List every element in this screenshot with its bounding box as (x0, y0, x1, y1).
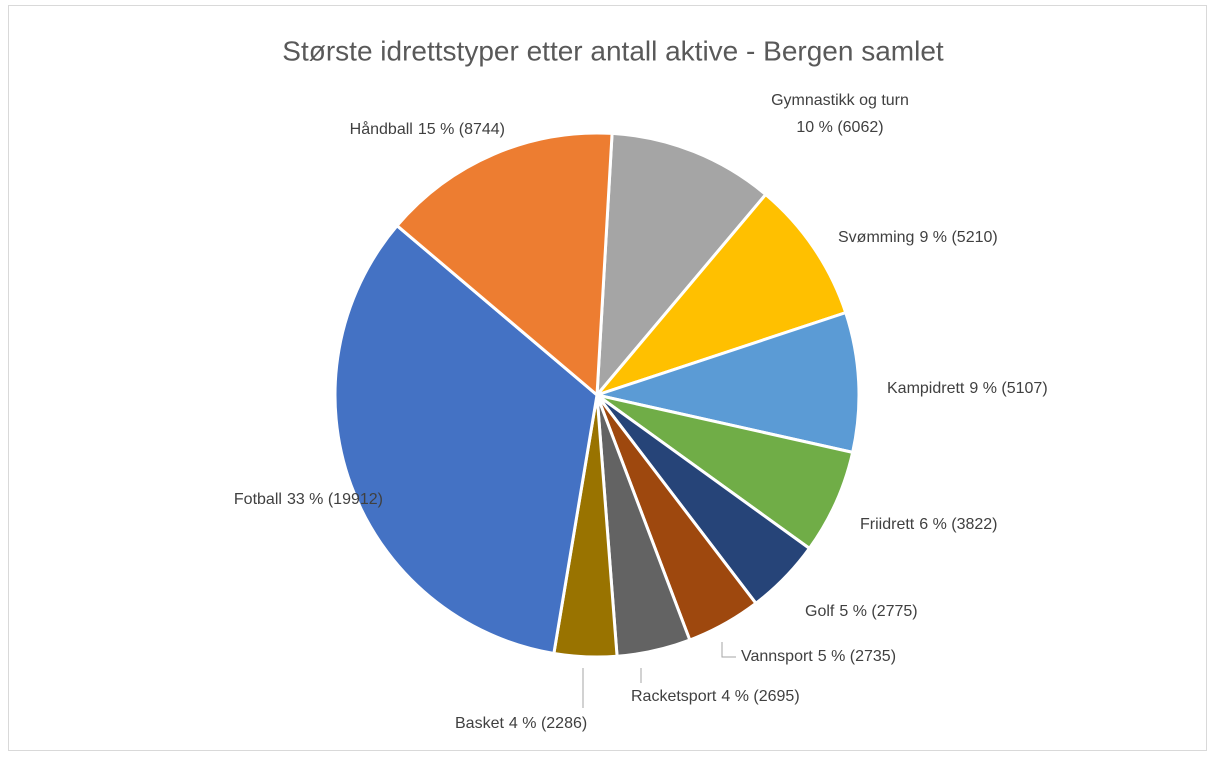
slice-label: Golf (805, 603, 835, 620)
slice-value-label: 10 % (6062) (796, 119, 883, 136)
slice-value-label: 4 % (2286) (509, 715, 587, 732)
slice-label: Racketsport (631, 688, 717, 705)
pie-slice (595, 193, 848, 397)
slice-label: Fotball (234, 491, 282, 508)
slice-label: Basket (455, 715, 504, 732)
slice-value-label: 4 % (2695) (721, 688, 799, 705)
slice-label: Gymnastikk og turn (771, 92, 909, 109)
slices (333, 131, 861, 659)
slice-label: Svømming (838, 229, 914, 246)
slice-label-group: Fotball 33 % (19912) (234, 491, 383, 508)
slice-label-group: Racketsport 4 % (2695) (631, 688, 800, 705)
chart-title: Største idrettstyper etter antall aktive… (282, 35, 944, 66)
slice-value-label: 9 % (5107) (969, 380, 1047, 397)
pie-slice (395, 131, 614, 397)
slice-label: Håndball (350, 120, 413, 138)
slice-label-group: Golf 5 % (2775) (805, 603, 918, 620)
slice-label-group: Kampidrett 9 % (5107) (887, 380, 1048, 397)
slice-value-label: 5 % (2775) (839, 603, 917, 620)
leader-line (721, 642, 736, 658)
slice-value-label: 33 % (19912) (287, 491, 383, 508)
slice-label: Friidrett (860, 516, 915, 533)
pie-slice (333, 224, 599, 655)
slice-label-group: Basket 4 % (2286) (455, 715, 587, 732)
slice-label-group: Friidrett 6 % (3822) (860, 516, 998, 533)
slice-value-label: 5 % (2735) (818, 648, 896, 665)
slice-value-label: 6 % (3822) (919, 516, 997, 533)
slice-label: Kampidrett (887, 380, 965, 397)
slice-value-label: 9 % (5210) (919, 229, 997, 246)
slice-value-label: 15 % (8744) (418, 121, 505, 138)
pie-slice (595, 131, 768, 397)
slice-label: Vannsport (741, 648, 813, 665)
leader-lines (582, 642, 736, 708)
slice-label-group: Svømming 9 % (5210) (838, 229, 998, 246)
slice-label-group: Håndball 15 % (8744) (350, 120, 505, 138)
pie-slice (595, 311, 861, 454)
slice-label-group: Vannsport 5 % (2735) (741, 648, 896, 665)
